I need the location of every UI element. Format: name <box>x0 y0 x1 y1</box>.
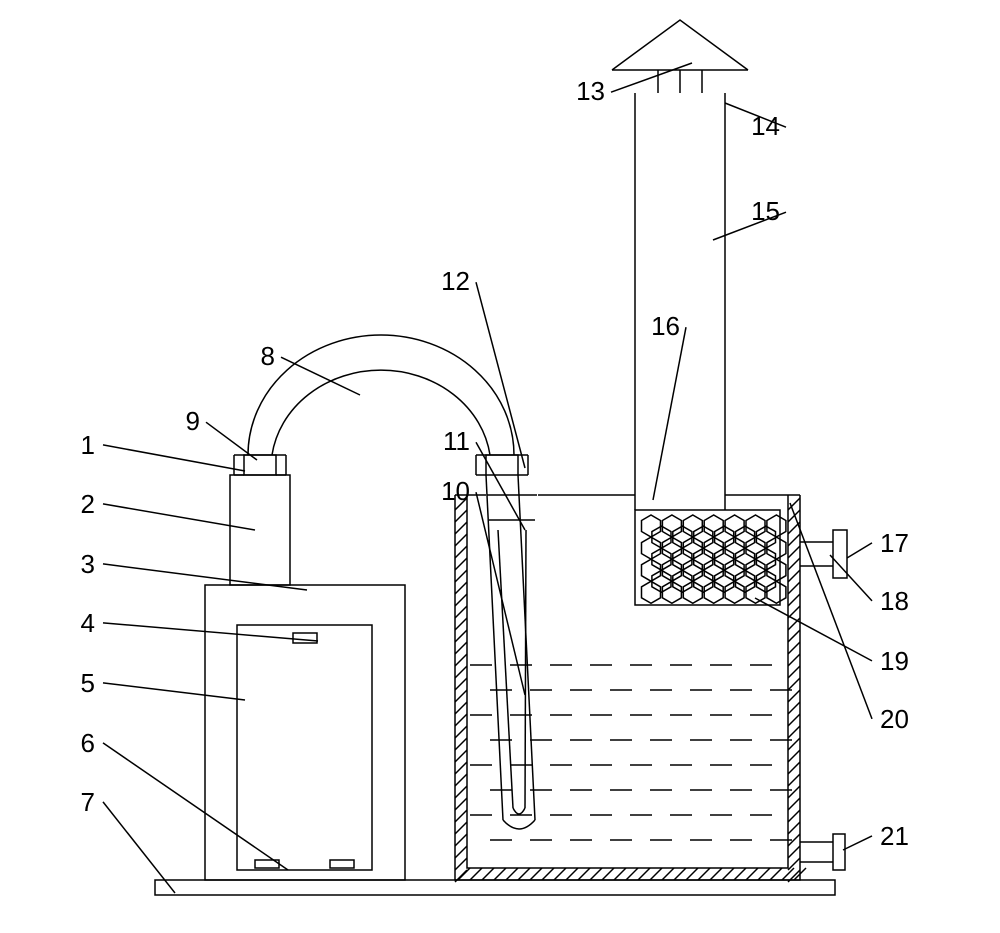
right-flange <box>476 455 528 475</box>
svg-text:1: 1 <box>81 430 95 460</box>
arc-pipe-outer <box>248 335 514 455</box>
svg-text:5: 5 <box>81 668 95 698</box>
rain-cap <box>612 20 748 70</box>
honeycomb <box>642 515 786 603</box>
svg-text:19: 19 <box>880 646 909 676</box>
upper-side-port <box>800 530 847 578</box>
svg-text:12: 12 <box>441 266 470 296</box>
svg-text:18: 18 <box>880 586 909 616</box>
svg-text:3: 3 <box>81 549 95 579</box>
svg-text:15: 15 <box>751 196 780 226</box>
svg-text:6: 6 <box>81 728 95 758</box>
svg-text:16: 16 <box>651 311 680 341</box>
dip-tube <box>486 475 537 829</box>
svg-text:17: 17 <box>880 528 909 558</box>
lower-drain <box>800 834 845 870</box>
svg-text:21: 21 <box>880 821 909 851</box>
svg-text:10: 10 <box>441 476 470 506</box>
svg-text:9: 9 <box>186 406 200 436</box>
svg-text:7: 7 <box>81 787 95 817</box>
furnace-body <box>205 585 405 880</box>
svg-text:11: 11 <box>443 426 470 456</box>
chimney <box>635 93 725 510</box>
svg-text:8: 8 <box>261 341 275 371</box>
door-hinge-right <box>330 860 354 868</box>
svg-text:20: 20 <box>880 704 909 734</box>
furnace-door <box>237 625 372 870</box>
door-handle <box>293 633 317 643</box>
svg-text:4: 4 <box>81 608 95 638</box>
base-plate <box>155 880 835 895</box>
svg-text:2: 2 <box>81 489 95 519</box>
svg-text:13: 13 <box>576 76 605 106</box>
left-flange <box>234 455 286 475</box>
furnace-neck <box>230 475 290 585</box>
